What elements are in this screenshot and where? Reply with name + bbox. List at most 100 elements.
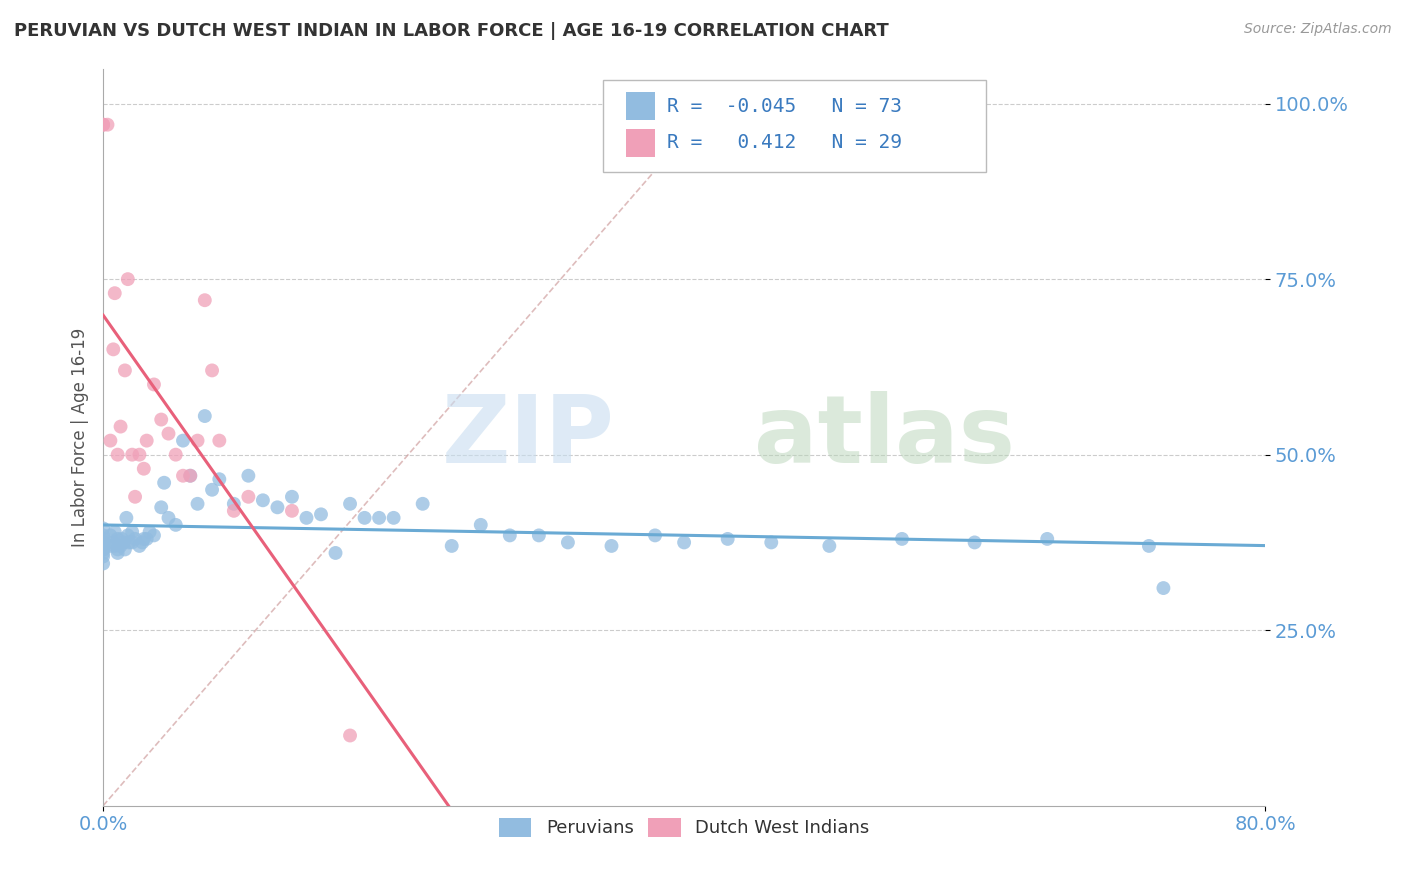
Point xyxy=(186,434,208,448)
Point xyxy=(194,409,217,423)
Point xyxy=(107,546,129,560)
Point xyxy=(201,363,224,377)
Point xyxy=(172,468,194,483)
Text: PERUVIAN VS DUTCH WEST INDIAN IN LABOR FORCE | AGE 16-19 CORRELATION CHART: PERUVIAN VS DUTCH WEST INDIAN IN LABOR F… xyxy=(14,22,889,40)
Point xyxy=(107,532,129,546)
Point xyxy=(91,546,114,560)
Point xyxy=(110,539,132,553)
Point xyxy=(138,524,160,539)
Point xyxy=(91,542,114,557)
Point xyxy=(91,557,114,571)
Point xyxy=(117,272,139,286)
Point xyxy=(194,293,217,308)
Point xyxy=(891,532,914,546)
Point xyxy=(818,539,841,553)
Point xyxy=(266,500,288,515)
Point xyxy=(644,528,666,542)
Point xyxy=(382,511,405,525)
Point xyxy=(143,377,166,392)
Point xyxy=(91,521,114,535)
Point xyxy=(91,118,114,132)
Point xyxy=(238,490,260,504)
Point xyxy=(1036,532,1059,546)
Point xyxy=(179,468,201,483)
Bar xyxy=(626,129,655,157)
Point xyxy=(222,504,245,518)
Point xyxy=(281,490,304,504)
Point xyxy=(143,528,166,542)
Point xyxy=(124,490,146,504)
Point xyxy=(600,539,623,553)
Point xyxy=(104,539,127,553)
Point xyxy=(440,539,463,553)
Point xyxy=(135,434,157,448)
Point xyxy=(121,535,143,549)
Point xyxy=(165,517,187,532)
Point xyxy=(201,483,224,497)
Point xyxy=(115,511,138,525)
Point xyxy=(252,493,274,508)
Point xyxy=(157,511,180,525)
Point xyxy=(281,504,304,518)
Point xyxy=(91,535,114,549)
Point xyxy=(110,419,132,434)
Point xyxy=(186,497,208,511)
Point xyxy=(339,729,361,743)
Point xyxy=(118,535,141,549)
Legend: Peruvians, Dutch West Indians: Peruvians, Dutch West Indians xyxy=(492,811,876,845)
Point xyxy=(114,542,136,557)
Point xyxy=(527,528,550,542)
Point xyxy=(557,535,579,549)
Point xyxy=(172,434,194,448)
Point xyxy=(91,542,114,557)
Point xyxy=(107,448,129,462)
Point xyxy=(96,118,118,132)
Point xyxy=(112,535,135,549)
Point xyxy=(91,549,114,564)
Point xyxy=(165,448,187,462)
Point xyxy=(499,528,522,542)
Point xyxy=(1152,581,1174,595)
Point xyxy=(128,539,150,553)
Point xyxy=(963,535,986,549)
Point xyxy=(295,511,318,525)
Point xyxy=(717,532,740,546)
Text: R =  -0.045   N = 73: R = -0.045 N = 73 xyxy=(666,96,901,116)
Text: ZIP: ZIP xyxy=(441,391,614,483)
Bar xyxy=(626,92,655,120)
Point xyxy=(238,468,260,483)
Point xyxy=(100,434,122,448)
Point xyxy=(673,535,696,549)
Point xyxy=(157,426,180,441)
Point xyxy=(132,461,155,475)
Point xyxy=(103,535,125,549)
Point xyxy=(91,118,114,132)
Point xyxy=(150,500,173,515)
Point xyxy=(128,448,150,462)
Point xyxy=(309,508,332,522)
Point xyxy=(104,286,127,301)
Point xyxy=(131,535,153,549)
Point xyxy=(121,448,143,462)
Point xyxy=(150,412,173,426)
Point xyxy=(91,539,114,553)
Point xyxy=(761,535,783,549)
Point xyxy=(100,528,122,542)
Point xyxy=(353,511,375,525)
Point xyxy=(121,524,143,539)
Point xyxy=(470,517,492,532)
Point xyxy=(222,497,245,511)
Point xyxy=(132,532,155,546)
Point xyxy=(91,528,114,542)
Point xyxy=(339,497,361,511)
Y-axis label: In Labor Force | Age 16-19: In Labor Force | Age 16-19 xyxy=(72,327,89,547)
Text: R =   0.412   N = 29: R = 0.412 N = 29 xyxy=(666,134,901,153)
FancyBboxPatch shape xyxy=(603,79,986,172)
Point xyxy=(208,434,231,448)
Point xyxy=(412,497,434,511)
Point xyxy=(117,528,139,542)
Point xyxy=(107,542,129,557)
Point xyxy=(104,524,127,539)
Point xyxy=(153,475,176,490)
Point xyxy=(1137,539,1160,553)
